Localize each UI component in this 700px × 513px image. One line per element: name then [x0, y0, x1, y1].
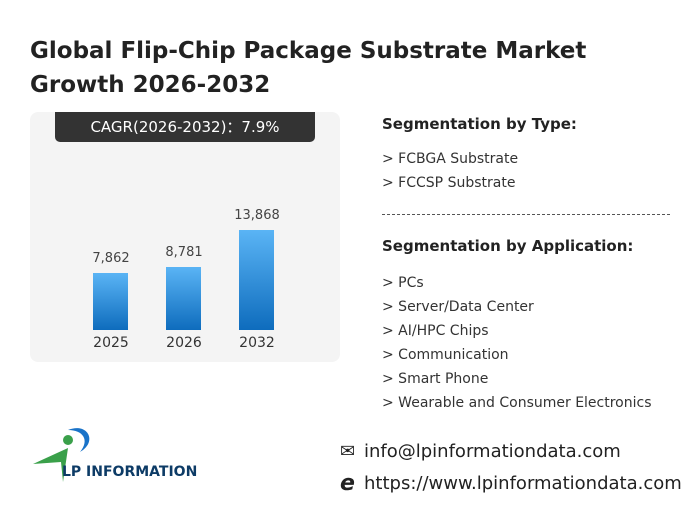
category-label: 2032 [239, 335, 275, 351]
cagr-badge: CAGR(2026-2032)：7.9% [55, 112, 315, 142]
type-heading: Segmentation by Type: [382, 115, 577, 133]
category-label: 2026 [166, 335, 202, 351]
category-label: 2025 [93, 335, 129, 351]
application-item: > Server/Data Center [382, 299, 534, 315]
divider [382, 214, 670, 215]
logo-mark-icon [33, 428, 90, 482]
email-contact[interactable]: ✉ info@lpinformationdata.com [340, 441, 621, 462]
logo: LP INFORMATION [28, 422, 198, 487]
email-link[interactable]: info@lpinformationdata.com [364, 441, 621, 462]
page-title: Global Flip-Chip Package Substrate Marke… [30, 38, 587, 98]
bar-2026 [166, 266, 201, 330]
application-heading: Segmentation by Application: [382, 237, 634, 255]
envelope-icon: ✉ [340, 441, 356, 462]
application-item: > AI/HPC Chips [382, 323, 489, 339]
website-contact[interactable]: e https://www.lpinformationdata.com [340, 471, 682, 496]
type-item: > FCCSP Substrate [382, 175, 516, 191]
bar-2032 [239, 230, 274, 330]
bar-2025 [93, 273, 128, 330]
value-label: 13,868 [234, 208, 280, 223]
value-label: 8,781 [165, 244, 203, 260]
type-item: > FCBGA Substrate [382, 151, 519, 167]
application-item: > Communication [382, 347, 509, 363]
application-item: > Smart Phone [382, 371, 489, 387]
internet-explorer-icon: e [340, 471, 355, 496]
website-link[interactable]: https://www.lpinformationdata.com [364, 473, 682, 494]
application-item: > Wearable and Consumer Electronics [382, 395, 652, 411]
logo-text: LP INFORMATION [62, 464, 198, 480]
value-label: 7,862 [92, 251, 130, 267]
application-item: > PCs [382, 275, 424, 291]
